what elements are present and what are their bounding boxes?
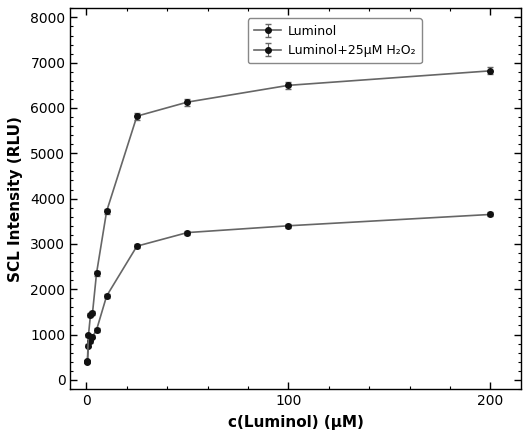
X-axis label: c(Luminol) (μM): c(Luminol) (μM) [227,415,363,430]
Legend: Luminol, Luminol+25μM H₂O₂: Luminol, Luminol+25μM H₂O₂ [248,18,422,63]
Y-axis label: SCL Intensity (RLU): SCL Intensity (RLU) [8,116,23,282]
